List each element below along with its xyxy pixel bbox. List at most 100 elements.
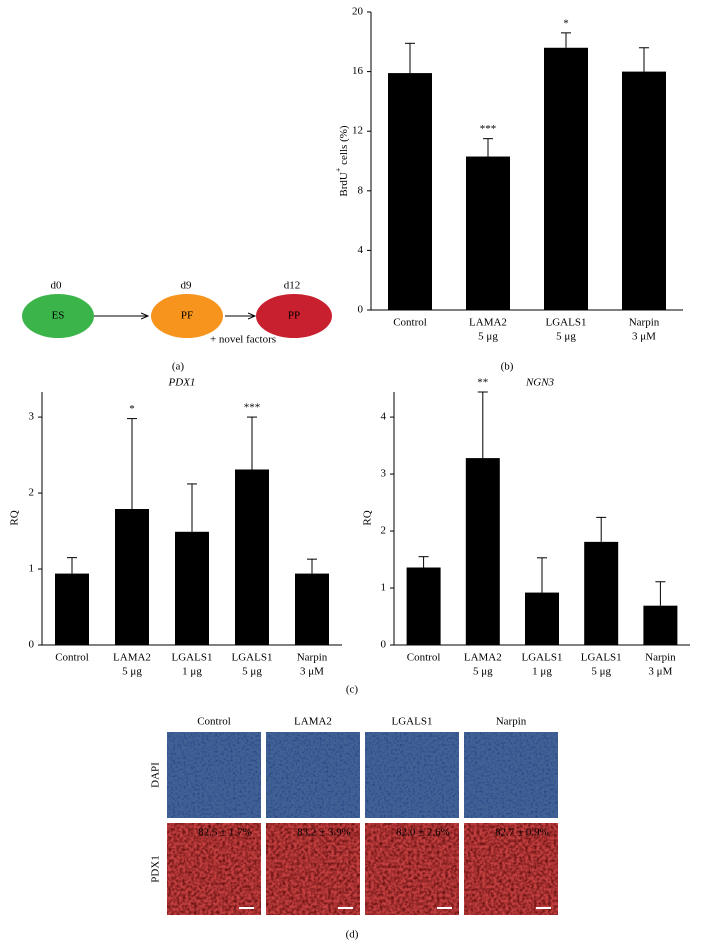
diagram: d0 d9 d12 ES PF PP + novel factors	[22, 280, 332, 346]
y-tick-label: 8	[358, 184, 364, 196]
y-tick-label: 0	[29, 639, 35, 651]
panel-label: (c)	[346, 684, 359, 696]
bar	[525, 592, 559, 645]
x-tick-label: 5 μg	[591, 666, 611, 678]
image-grid: Control LAMA2 LGALS1 Narpin DAPI PDX1 82.5 ± 1…	[150, 716, 558, 915]
percentage: 82.5 ± 1.7%	[198, 827, 252, 839]
y-tick-label: 3	[381, 468, 387, 480]
x-tick-label: 5 μg	[473, 666, 493, 678]
bar	[388, 73, 432, 310]
y-tick-label: 4	[381, 411, 387, 423]
x-tick-label: Control	[407, 652, 441, 664]
x-tick-label: LGALS1	[546, 317, 587, 329]
x-tick-label: Narpin	[629, 317, 660, 329]
x-tick-label: 3 μM	[632, 331, 656, 343]
x-tick-label: 5 μg	[478, 331, 498, 343]
column-header: Control	[197, 716, 231, 728]
significance: **	[477, 377, 488, 389]
bar	[115, 509, 149, 645]
y-tick-label: 0	[381, 639, 387, 651]
bar	[465, 458, 500, 645]
y-label-part: +	[334, 167, 343, 172]
day-label: d9	[181, 280, 193, 292]
y-tick-label: 3	[29, 411, 35, 423]
micrograph-texture	[266, 823, 360, 915]
panel-label: (a)	[172, 361, 185, 373]
row-label: PDX1	[150, 855, 162, 883]
x-tick-label: Narpin	[297, 652, 328, 664]
x-tick-label: 5 μg	[122, 666, 142, 678]
bar	[466, 156, 510, 310]
y-tick-label: 4	[358, 244, 364, 256]
x-tick-label: 3 μM	[300, 666, 324, 678]
y-tick-label: 1	[381, 582, 387, 594]
column-header: LGALS1	[392, 716, 433, 728]
bar	[235, 469, 269, 645]
y-tick-label: 1	[29, 563, 35, 575]
micrograph-texture	[464, 732, 558, 818]
bar	[544, 47, 588, 310]
bar	[643, 605, 678, 645]
x-tick-label: LAMA2	[469, 317, 507, 329]
column-header: LAMA2	[294, 716, 332, 728]
node	[256, 294, 332, 338]
x-tick-label: 1 μg	[182, 666, 202, 678]
y-tick-label: 0	[358, 304, 364, 316]
y-axis-label: RQ	[9, 510, 21, 525]
x-tick-label: 5 μg	[556, 331, 576, 343]
panel-label: (d)	[346, 929, 359, 941]
day-label: d0	[51, 280, 63, 292]
micrograph-texture	[365, 732, 459, 818]
x-tick-label: Control	[55, 652, 89, 664]
y-tick-label: 2	[29, 487, 35, 499]
x-tick-label: LGALS1	[172, 652, 213, 664]
x-tick-label: Control	[393, 317, 427, 329]
micrograph-texture	[365, 823, 459, 915]
x-tick-label: 3 μM	[648, 666, 672, 678]
node-label: PF	[181, 310, 193, 322]
bar	[584, 541, 619, 645]
x-tick-label: Narpin	[645, 652, 676, 664]
bar	[175, 531, 209, 645]
x-tick-label: LGALS1	[581, 652, 622, 664]
x-tick-label: LAMA2	[113, 652, 151, 664]
y-tick-label: 16	[352, 65, 364, 77]
significance: ***	[244, 402, 261, 414]
percentage: 82.7 ± 0.9%	[495, 827, 549, 839]
x-tick-label: LGALS1	[232, 652, 273, 664]
bar	[55, 573, 89, 645]
percentage: 83.2 ± 3.9%	[297, 827, 351, 839]
x-tick-label: 5 μg	[242, 666, 262, 678]
y-label-part: cells (%)	[338, 125, 350, 167]
y-tick-label: 12	[352, 125, 363, 137]
y-axis-label: RQ	[362, 510, 374, 525]
row-label: DAPI	[150, 762, 162, 788]
percentage: 82.0 ± 2.6%	[396, 827, 450, 839]
y-tick-label: 20	[352, 6, 364, 18]
significance: ***	[480, 123, 497, 135]
chart-title: PDX1	[168, 377, 196, 389]
node	[22, 294, 94, 338]
note: + novel factors	[210, 334, 276, 346]
y-tick-label: 2	[381, 525, 387, 537]
micrograph-texture	[266, 732, 360, 818]
bar	[295, 573, 329, 645]
chart-title: NGN3	[525, 377, 555, 389]
column-header: Narpin	[496, 716, 527, 728]
node-label: PP	[288, 310, 300, 322]
node	[151, 294, 223, 338]
bar	[622, 71, 666, 310]
day-label: d12	[284, 280, 301, 292]
significance: *	[563, 17, 569, 29]
x-tick-label: LGALS1	[522, 652, 563, 664]
x-tick-label: 1 μg	[532, 666, 552, 678]
micrograph-texture	[464, 823, 558, 915]
x-tick-label: LAMA2	[464, 652, 502, 664]
node-label: ES	[52, 310, 65, 322]
significance: *	[129, 403, 135, 415]
y-label-part: BrdU	[338, 172, 350, 197]
y-axis-label: BrdU+ cells (%)	[334, 125, 349, 196]
micrograph-texture	[167, 732, 261, 818]
panel-label: (b)	[501, 361, 514, 373]
